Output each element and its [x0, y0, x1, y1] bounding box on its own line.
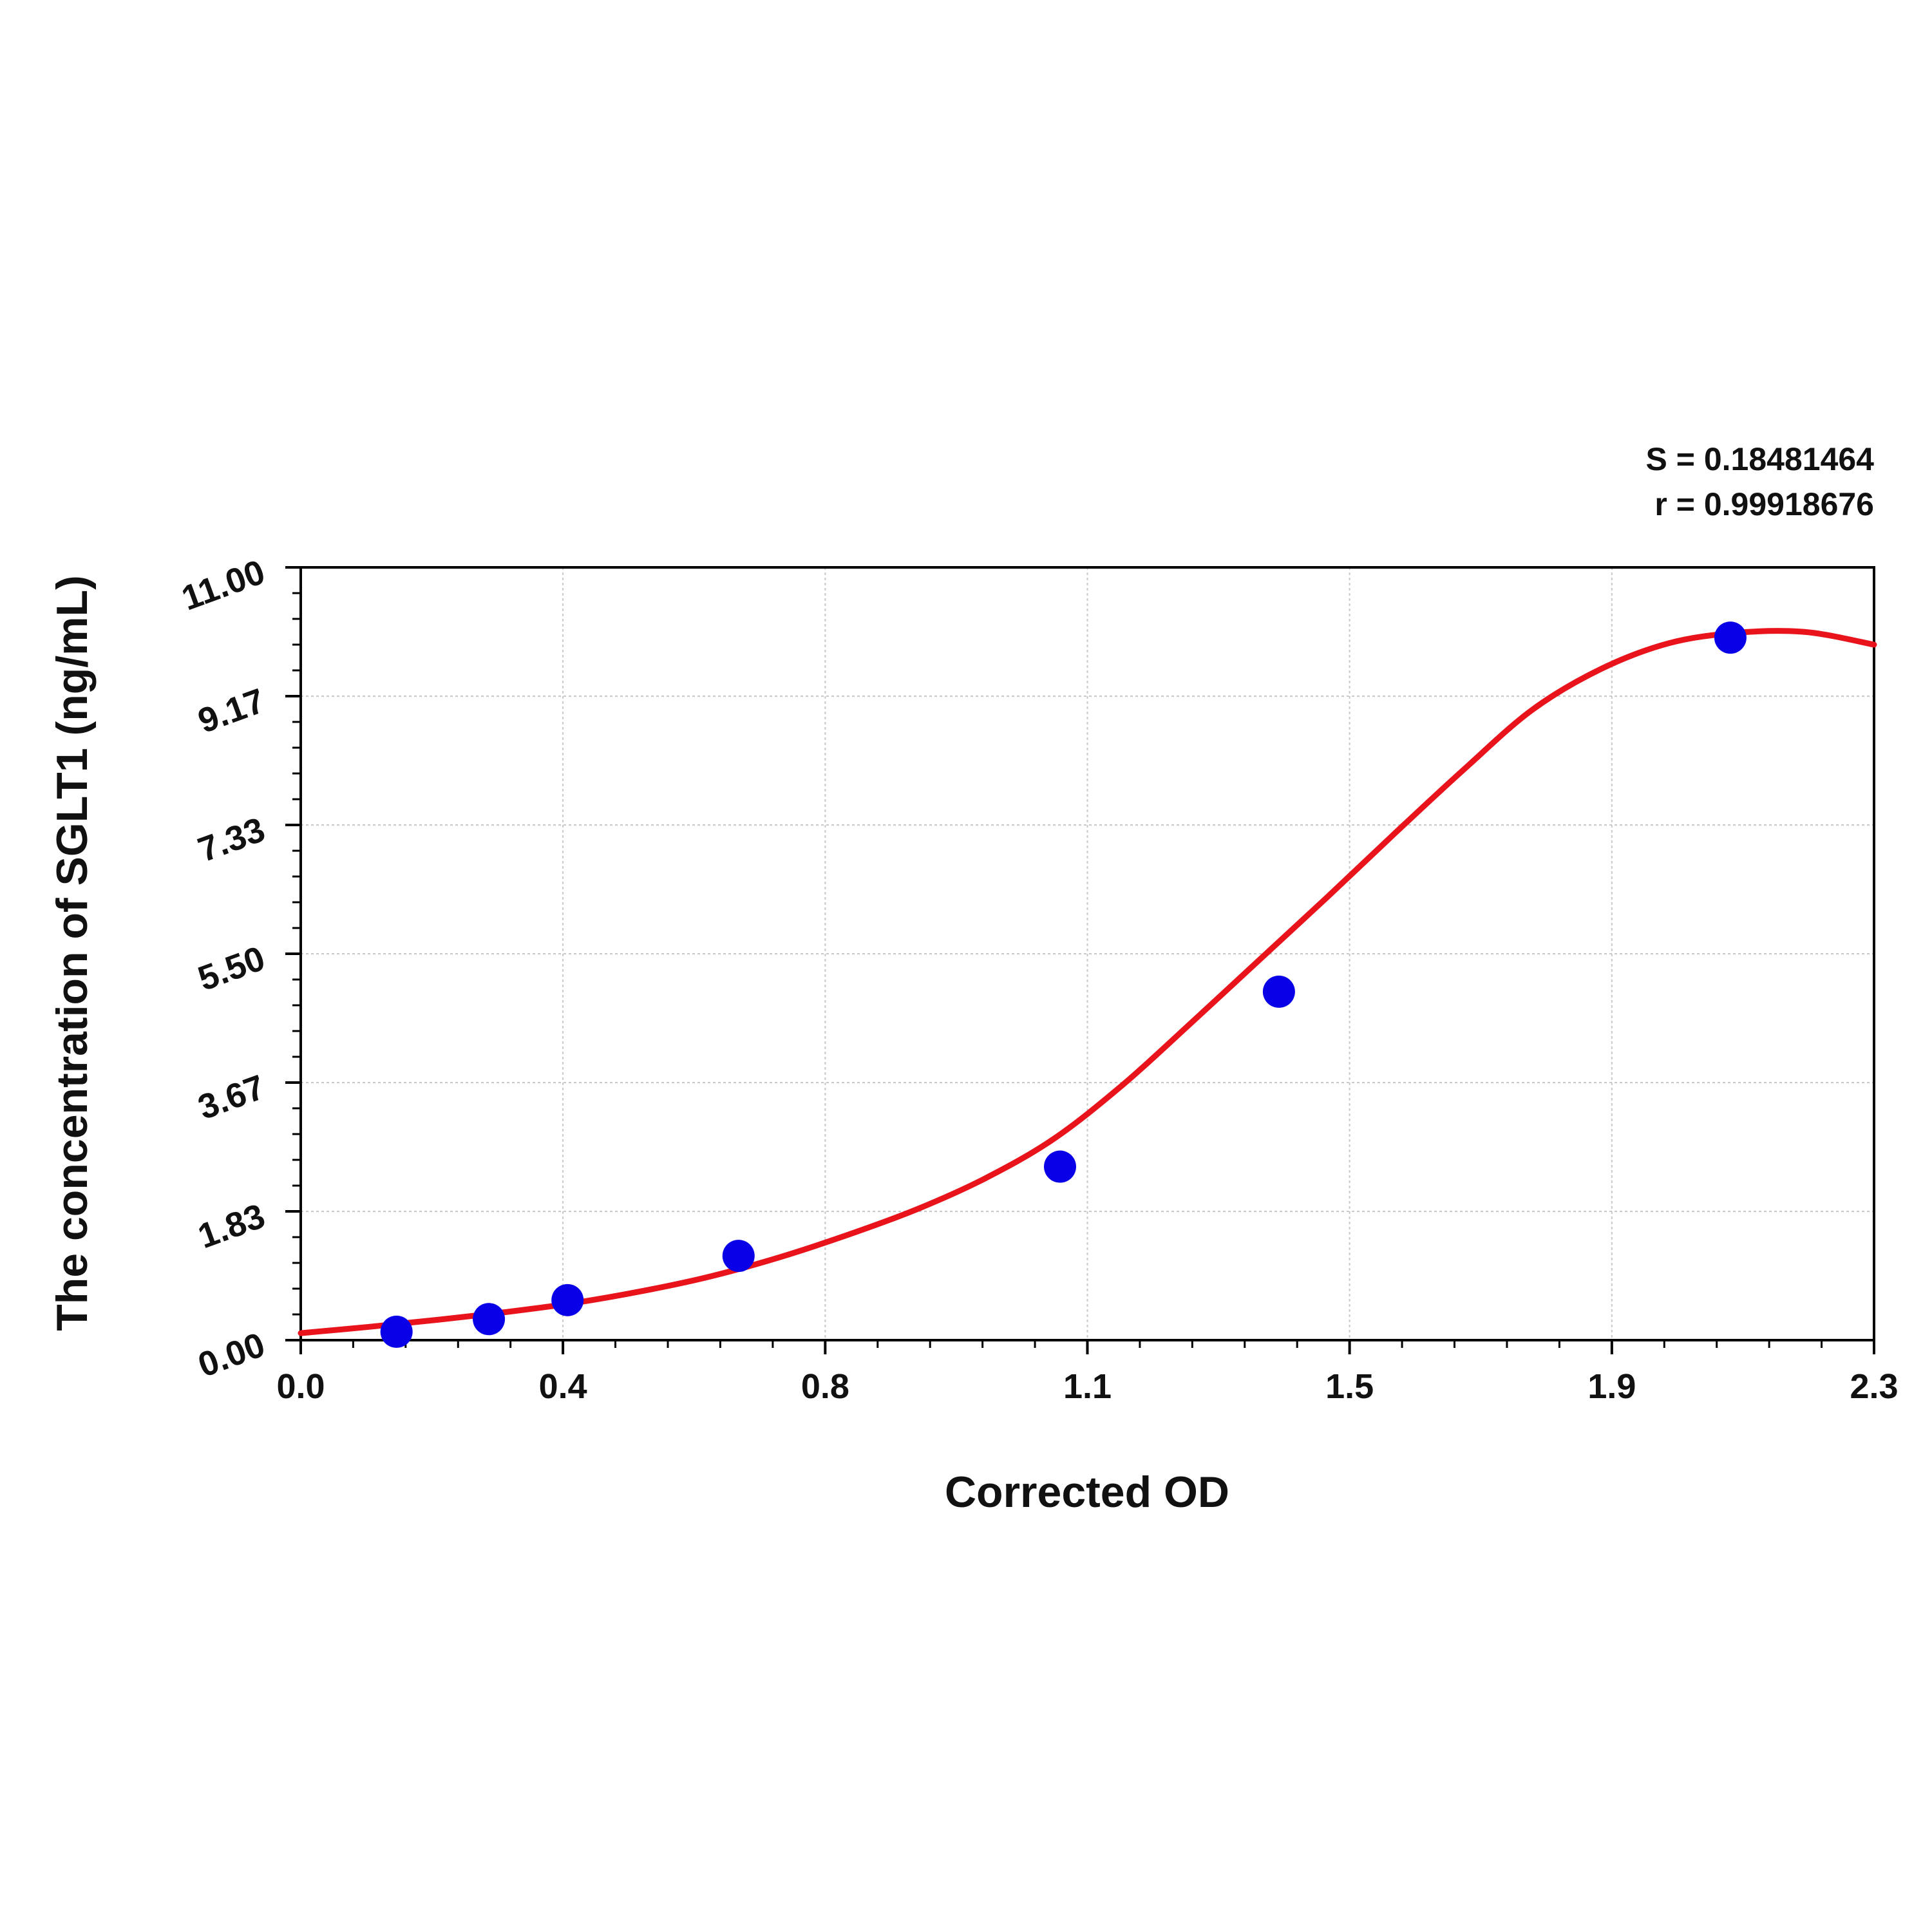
- stat-r-value: r = 0.99918676: [1654, 486, 1874, 522]
- data-point: [551, 1283, 584, 1316]
- y-tick-label: 11.00: [176, 553, 270, 618]
- x-tick-label: 2.3: [1850, 1367, 1898, 1406]
- y-tick-label: 3.67: [193, 1068, 270, 1127]
- data-point: [1262, 975, 1295, 1008]
- x-tick-label: 1.5: [1325, 1367, 1374, 1406]
- x-tick-label: 1.1: [1063, 1367, 1112, 1406]
- y-axis-title: The concentration of SGLT1 (ng/mL): [48, 575, 97, 1331]
- x-tick-label: 0.0: [276, 1367, 325, 1406]
- grid-lines: [301, 567, 1874, 1340]
- minor-ticks: [292, 592, 1823, 1348]
- y-tick-label: 0.00: [193, 1325, 270, 1385]
- data-point: [473, 1303, 506, 1336]
- data-point: [1044, 1150, 1077, 1183]
- x-tick-label: 0.8: [801, 1367, 849, 1406]
- y-tick-label: 1.83: [193, 1197, 270, 1256]
- y-axis-ticks: 0.00 1.83 3.67 5.50 7.33 9.17 11.00: [176, 553, 301, 1385]
- y-tick-label: 5.50: [193, 939, 270, 998]
- data-point: [380, 1315, 413, 1348]
- data-points-layer: [380, 621, 1747, 1348]
- stat-s-value: S = 0.18481464: [1646, 441, 1875, 477]
- data-point: [722, 1240, 755, 1273]
- x-tick-label: 0.4: [539, 1367, 587, 1406]
- x-axis-ticks: 0.0 0.4 0.8 1.1 1.5 1.9 2.3: [276, 1340, 1899, 1406]
- data-point: [1714, 621, 1747, 654]
- y-tick-label: 9.17: [193, 681, 270, 741]
- x-tick-label: 1.9: [1587, 1367, 1636, 1406]
- x-axis-title: Corrected OD: [945, 1468, 1229, 1517]
- y-tick-label: 7.33: [193, 810, 270, 869]
